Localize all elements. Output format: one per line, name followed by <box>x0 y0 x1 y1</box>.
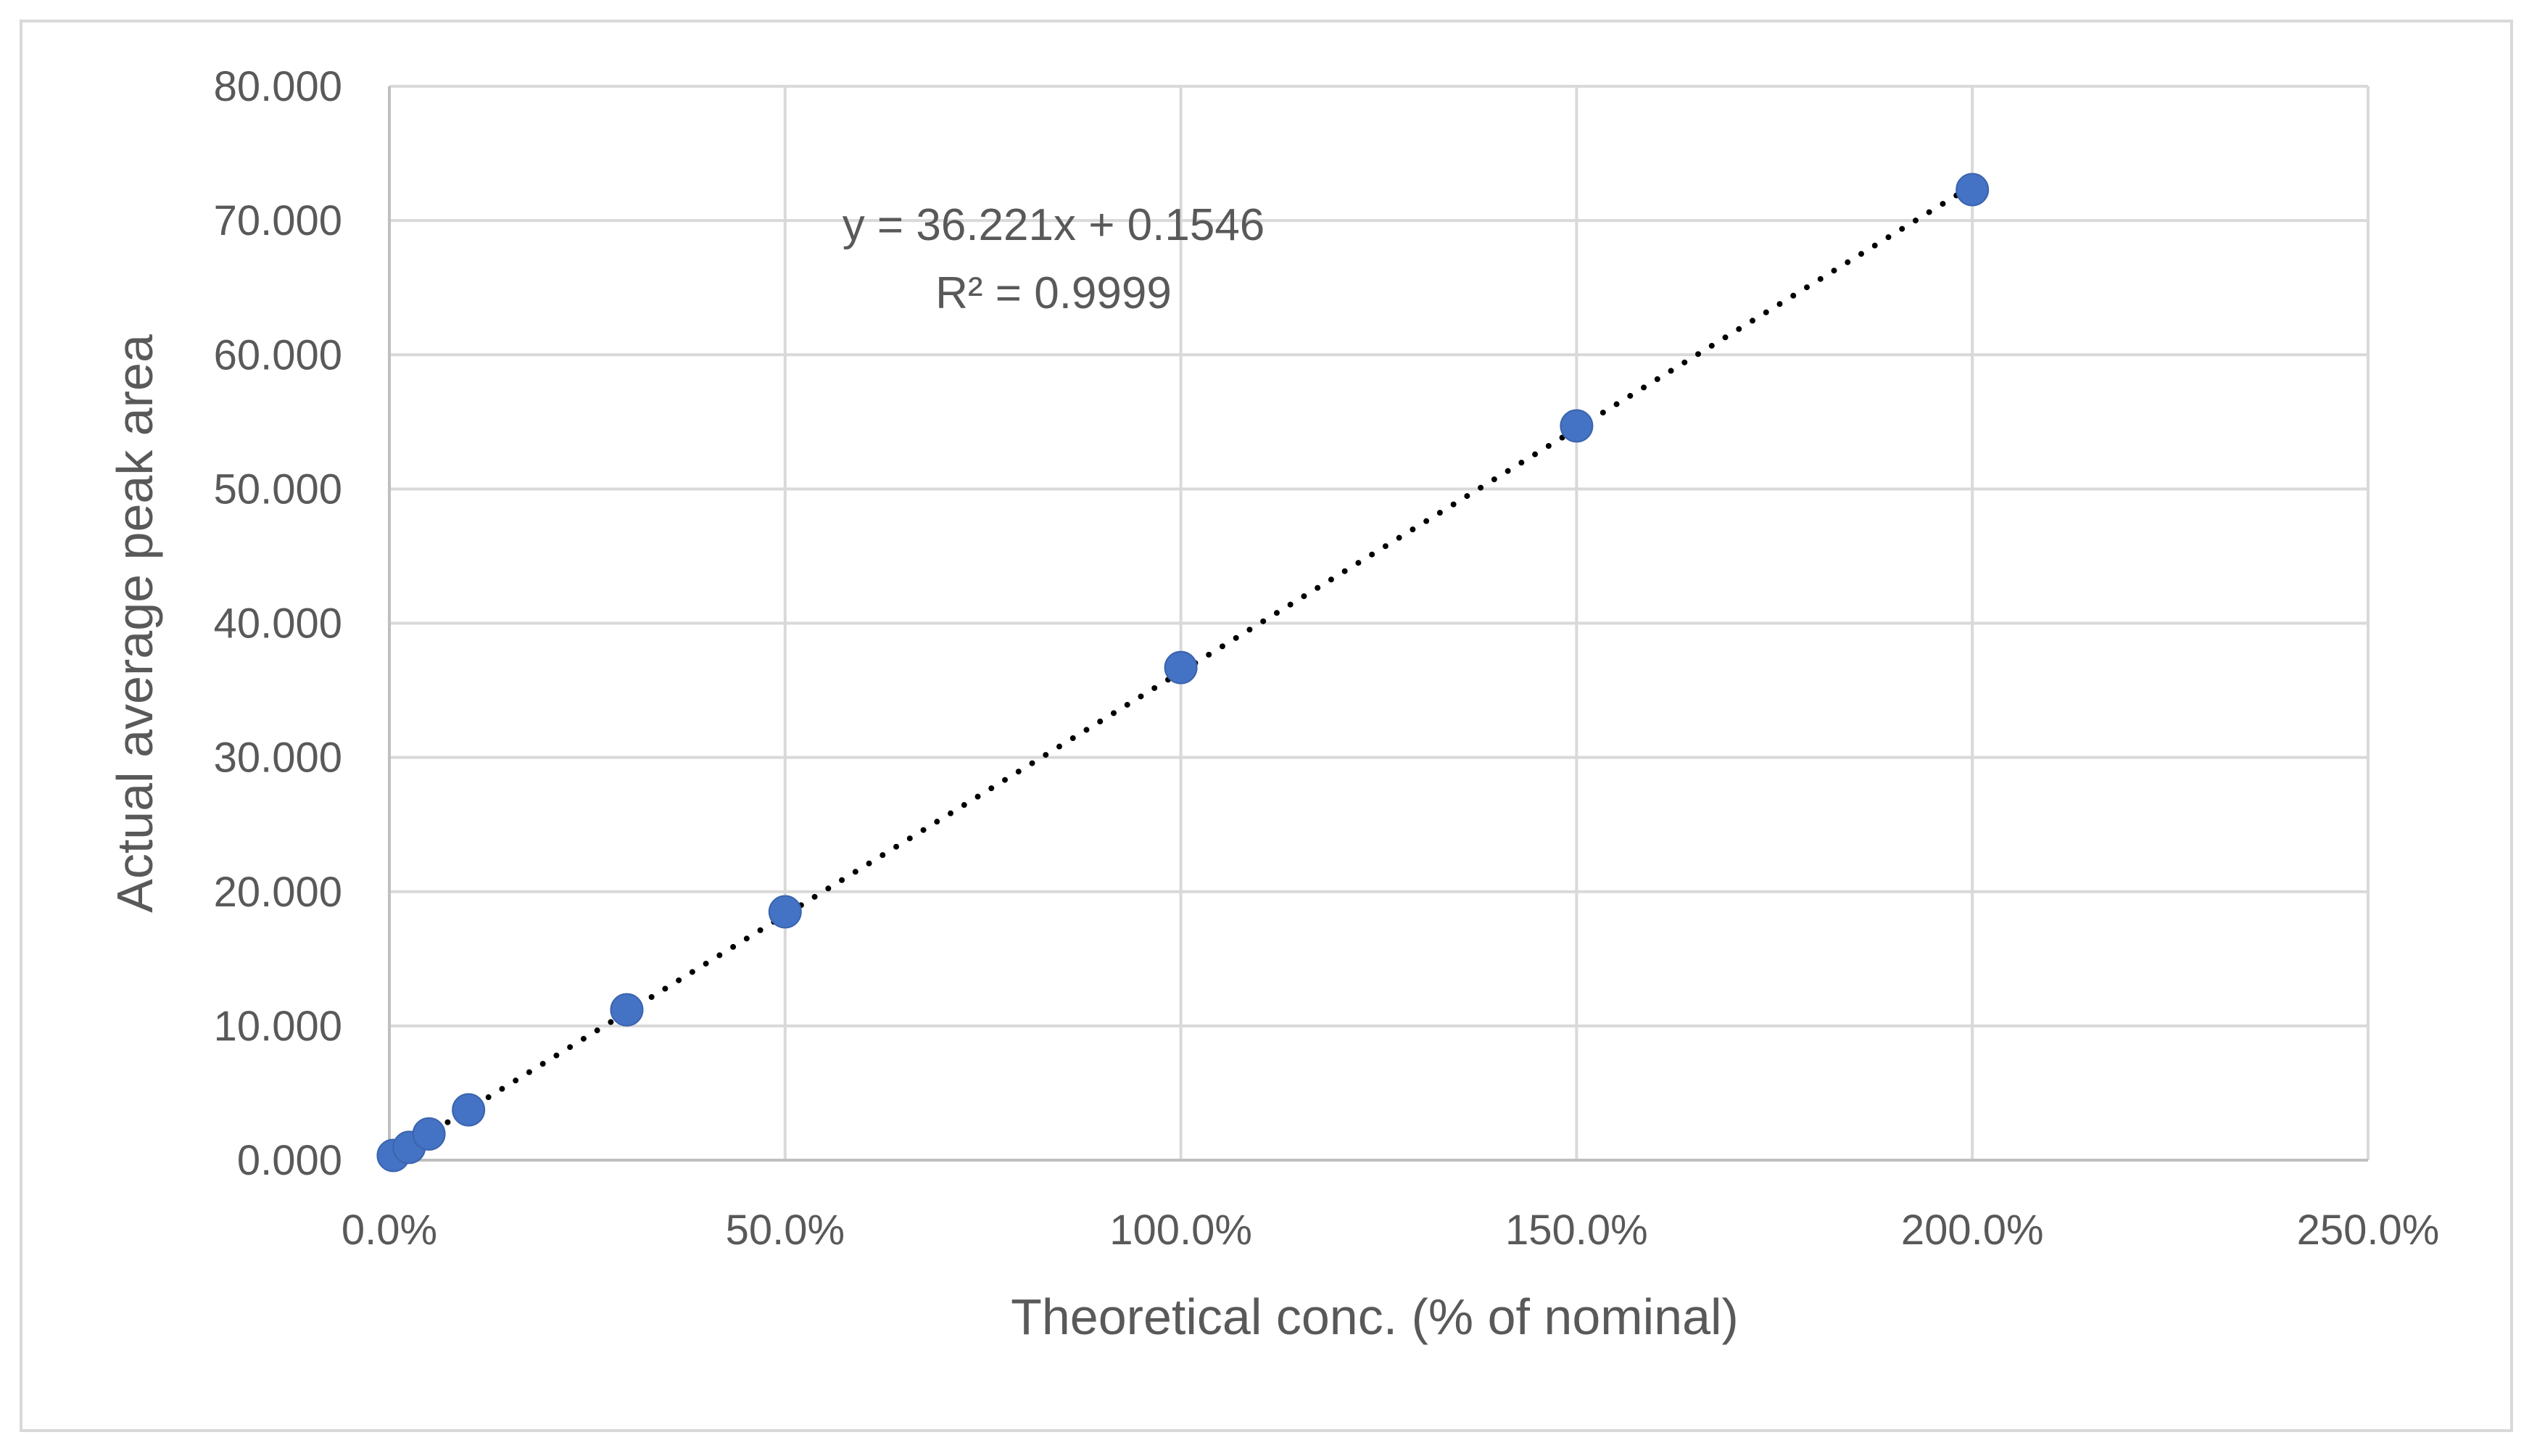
gridlines <box>389 85 2370 1160</box>
data-point <box>1560 409 1594 443</box>
y-tick-label: 30.000 <box>214 735 342 782</box>
y-axis-title: Actual average peak area <box>107 334 163 913</box>
x-tick-label: 250.0% <box>2297 1207 2440 1254</box>
y-tick-label: 70.000 <box>214 197 342 244</box>
x-tick-labels: 0.0% 50.0% 100.0% 150.0% 200.0% 250.0% <box>342 1207 2439 1254</box>
y-tick-label: 20.000 <box>214 869 342 916</box>
data-point <box>610 993 644 1027</box>
data-point <box>452 1093 486 1127</box>
y-tick-label: 0.000 <box>237 1137 342 1184</box>
x-tick-label: 50.0% <box>726 1207 845 1254</box>
x-tick-label: 0.0% <box>342 1207 437 1254</box>
data-point <box>768 895 802 929</box>
x-tick-label: 150.0% <box>1505 1207 1648 1254</box>
y-tick-label: 10.000 <box>214 1003 342 1050</box>
chart-frame <box>20 20 2513 1432</box>
x-axis-title: Theoretical conc. (% of nominal) <box>1011 1289 1739 1345</box>
data-points <box>376 173 1990 1172</box>
y-tick-label: 80.000 <box>214 63 342 110</box>
axes <box>388 86 2368 1162</box>
r-squared-label: R² = 0.9999 <box>935 268 1172 318</box>
y-tick-label: 60.000 <box>214 331 342 379</box>
y-tick-labels: 0.000 10.000 20.000 30.000 40.000 50.000 60.00… <box>214 63 342 1184</box>
data-point <box>412 1117 446 1151</box>
trendline-equation: y = 36.221x + 0.1546 <box>843 200 1265 250</box>
y-tick-label: 40.000 <box>214 600 342 648</box>
y-tick-label: 50.000 <box>214 466 342 513</box>
data-point <box>1164 650 1198 684</box>
x-tick-label: 100.0% <box>1109 1207 1252 1254</box>
x-tick-label: 200.0% <box>1901 1207 2044 1254</box>
data-point <box>1955 173 1990 207</box>
